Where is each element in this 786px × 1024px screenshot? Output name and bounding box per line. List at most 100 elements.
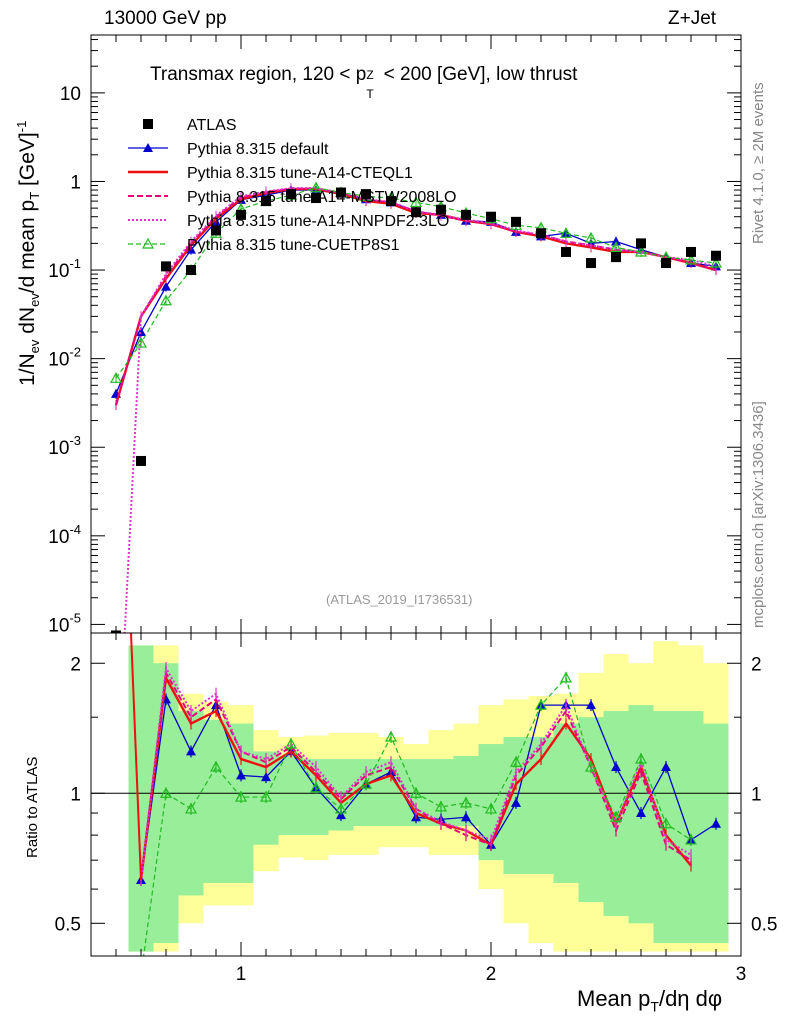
main-y-tick-label: 10 [60,84,81,105]
ratio-first-bin-rise [130,633,142,880]
axis-ticks: 10-5 10-4 10-3 10-2 10-1 1 10 1 2 3 0.5 0.5 1 1 2 2 [48,35,777,985]
main-marker-default [161,281,171,291]
legend-label-atlas: ATLAS [187,117,237,134]
ratio-marker-cuetp [559,671,573,683]
atlas-data-point [586,258,596,269]
main-marker-cuetp [584,231,598,243]
legend-label-cuetp: Pythia 8.315 tune-CUETP8S1 [187,237,400,254]
ratio-marker-cuetp [136,970,146,979]
main-marker-cuetp [634,245,648,257]
ratio-y-tick-label-right: 1 [751,784,762,805]
ratio-y-tick-label-right: 2 [751,654,762,675]
legend-label-nnpdf: Pythia 8.315 tune-A14-NNPDF2.3LO [187,213,449,230]
atlas-data-point [561,246,571,257]
ratio-marker-default [711,818,721,828]
atlas-data-point [136,455,146,466]
atlas-data-point [236,209,246,220]
ratio-inner-band-bin [553,723,579,883]
atlas-data-point [711,250,721,261]
ratio-marker-default [511,797,521,807]
ratio-marker-cuetp [234,790,248,802]
atlas-data-point [286,189,296,200]
ratio-marker-default [586,700,596,710]
ratio-marker-default [661,762,671,772]
ratio-marker-cuetp [609,811,623,822]
ratio-series [130,633,721,979]
ratio-inner-band-bin [153,663,179,944]
atlas-data-point [211,225,221,236]
main-y-tick-label: 10-4 [48,522,81,548]
ratio-x-tick-label: 2 [486,964,497,985]
main-y-tick-label: 1 [70,172,81,193]
ratio-marker-default [461,812,471,822]
ratio-marker-cuetp [384,730,398,742]
ratio-marker-cuetp [359,777,373,789]
atlas-data-point [411,207,421,218]
ratio-marker-cuetp [209,760,223,772]
atlas-data-point [486,211,496,222]
legend-marker-default [143,143,153,152]
ratio-marker-default [186,746,196,756]
main-y-tick-label: 10-1 [48,256,81,282]
main-y-tick-label: 10-2 [48,345,81,371]
atlas-data-point [186,265,196,276]
ratio-marker-cuetp [159,787,173,798]
legend-label-mstw: Pythia 8.315 tune-A14-MSTW2008LO [187,189,456,206]
ratio-x-tick-label: 1 [236,964,247,985]
main-marker-cuetp [709,256,723,268]
main-marker-cuetp [159,294,173,306]
ratio-marker-cuetp [434,800,448,812]
rivet-version-label: Rivet 4.1.0, ≥ 2M events [750,82,767,244]
legend: ATLAS Pythia 8.315 default Pythia 8.315 tu… [128,117,456,254]
ratio-y-tick-label: 0.5 [55,914,81,935]
main-marker-default [136,326,146,336]
ratio-x-tick-label: 3 [736,964,747,985]
atlas-data-point [261,196,271,207]
main-marker-cuetp [609,241,623,253]
ratio-marker-cuetp [459,796,473,808]
atlas-data-point [661,258,671,269]
atlas-data-point [611,252,621,263]
ratio-marker-default [261,772,271,782]
ratio-marker-default [636,808,646,818]
mcplots-credit-label: mcplots.cern.ch [arXiv:1306.3436] [750,401,767,628]
ratio-marker-default [611,762,621,772]
main-y-tick-label: 10-3 [48,433,81,459]
main-marker-cuetp [559,227,573,238]
atlas-data-point [336,187,346,198]
ratio-marker-cuetp [684,833,698,845]
main-y-axis-label: 1/Nev dNev/d mean pT [GeV]-1 [14,120,43,386]
atlas-data-point [686,246,696,257]
legend-label-default: Pythia 8.315 default [187,141,329,158]
ratio-marker-cuetp [284,737,298,749]
ratio-y-tick-label: 1 [70,784,81,805]
ratio-marker-cuetp [409,787,423,798]
atlas-data-point [436,204,446,215]
header-process: Z+Jet [668,8,717,29]
main-marker-cuetp [309,181,323,193]
main-y-tick-label: 10-5 [48,610,81,636]
main-series [109,181,723,633]
atlas-data-point [461,209,471,220]
ratio-marker-default [236,770,246,780]
main-marker-cuetp [134,336,148,348]
ratio-marker-cuetp [634,752,648,764]
ratio-marker-cuetp [659,817,673,829]
header-energy: 13000 GeV pp [104,8,227,29]
legend-symbol-atlas [143,119,153,129]
atlas-data-point [386,196,396,207]
main-marker-cuetp [684,253,698,265]
ratio-inner-band-bin [203,719,229,883]
x-axis-label: Mean pT/dη dφ [577,986,723,1015]
ratio-marker-cuetp [509,755,523,767]
ratio-inner-band-bin [278,755,304,836]
main-marker-default [611,236,621,246]
ratio-inner-band-bin [678,711,704,944]
ratio-marker-cuetp [309,781,323,793]
ratio-y-tick-label: 2 [70,654,81,675]
atlas-data-point [361,189,371,200]
ratio-marker-cuetp [484,802,498,814]
ratio-marker-cuetp [334,802,348,814]
main-marker-cuetp [109,372,123,383]
